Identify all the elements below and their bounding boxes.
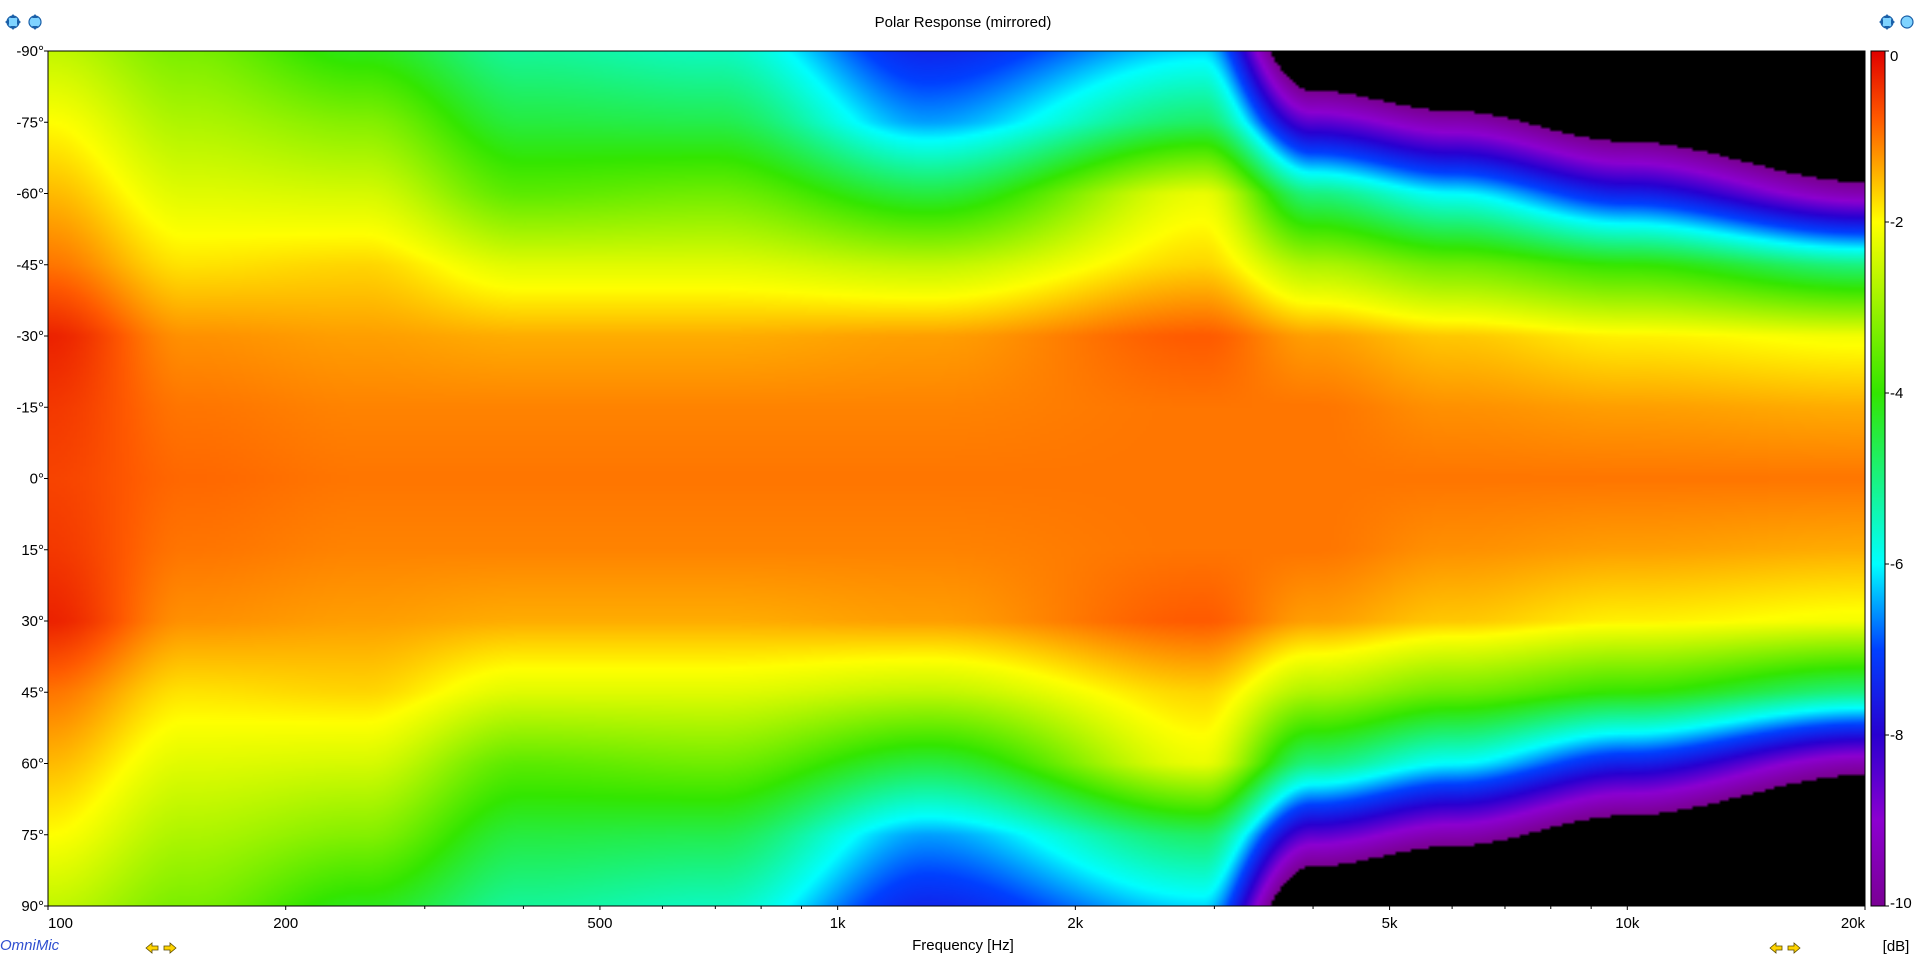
colorbar-tick-label: -4 <box>1890 385 1903 402</box>
y-tick-label: -60° <box>16 186 44 203</box>
y-tick-label: 0° <box>30 471 44 488</box>
x-tick-label: 10k <box>1615 915 1640 932</box>
y-tick-label: -90° <box>16 43 44 60</box>
y-tick-label: 60° <box>21 756 44 773</box>
move-cursor-icon[interactable] <box>5 14 21 30</box>
colorbar-unit-label: [dB] <box>1883 938 1910 955</box>
scroll-right-icon[interactable] <box>1787 942 1801 954</box>
x-tick-label: 1k <box>830 915 846 932</box>
colorbar-tick-label: -2 <box>1890 214 1903 231</box>
heatmap-plot[interactable] <box>48 51 1865 906</box>
colorbar-axis: 0 -2 -4 -6 -8 -10 <box>1885 48 1912 912</box>
colorbar-tick-label: -8 <box>1890 727 1903 744</box>
chart-title: Polar Response (mirrored) <box>875 14 1052 31</box>
brand-label: OmniMic <box>0 937 60 954</box>
x-axis-label: Frequency [Hz] <box>912 937 1014 954</box>
zoom-cursor-icon[interactable] <box>1900 15 1914 29</box>
x-tick-label: 2k <box>1067 915 1083 932</box>
scroll-left-icon[interactable] <box>1769 942 1783 954</box>
y-tick-label: -15° <box>16 399 44 416</box>
colorbar-tick-label: 0 <box>1890 48 1898 65</box>
scroll-right-icon[interactable] <box>163 942 177 954</box>
colorbar <box>1870 50 1886 907</box>
y-tick-label: 45° <box>21 684 44 701</box>
colorbar-tick-label: -6 <box>1890 556 1903 573</box>
scroll-left-icon[interactable] <box>145 942 159 954</box>
y-tick-label: 75° <box>21 827 44 844</box>
y-tick-label: 15° <box>21 542 44 559</box>
y-tick-label: 90° <box>21 898 44 915</box>
x-tick-label: 20k <box>1841 915 1866 932</box>
colorbar-tick-label: -10 <box>1890 895 1912 912</box>
y-tick-label: -30° <box>16 328 44 345</box>
x-tick-label: 200 <box>273 915 298 932</box>
x-tick-label: 5k <box>1382 915 1398 932</box>
move-cursor-icon[interactable] <box>1879 14 1895 30</box>
y-tick-label: -75° <box>16 114 44 131</box>
x-axis: 100 200 500 1k 2k 5k 10k 20k <box>47 906 1866 932</box>
x-tick-label: 500 <box>587 915 612 932</box>
x-tick-label: 100 <box>48 915 73 932</box>
y-tick-label: -45° <box>16 257 44 274</box>
y-tick-label: 30° <box>21 613 44 630</box>
y-axis: -90° -75° -60° -45° -30° -15° 0° 15° 30° 45° 60° 75… <box>16 43 48 915</box>
zoom-cursor-icon[interactable] <box>28 14 42 30</box>
